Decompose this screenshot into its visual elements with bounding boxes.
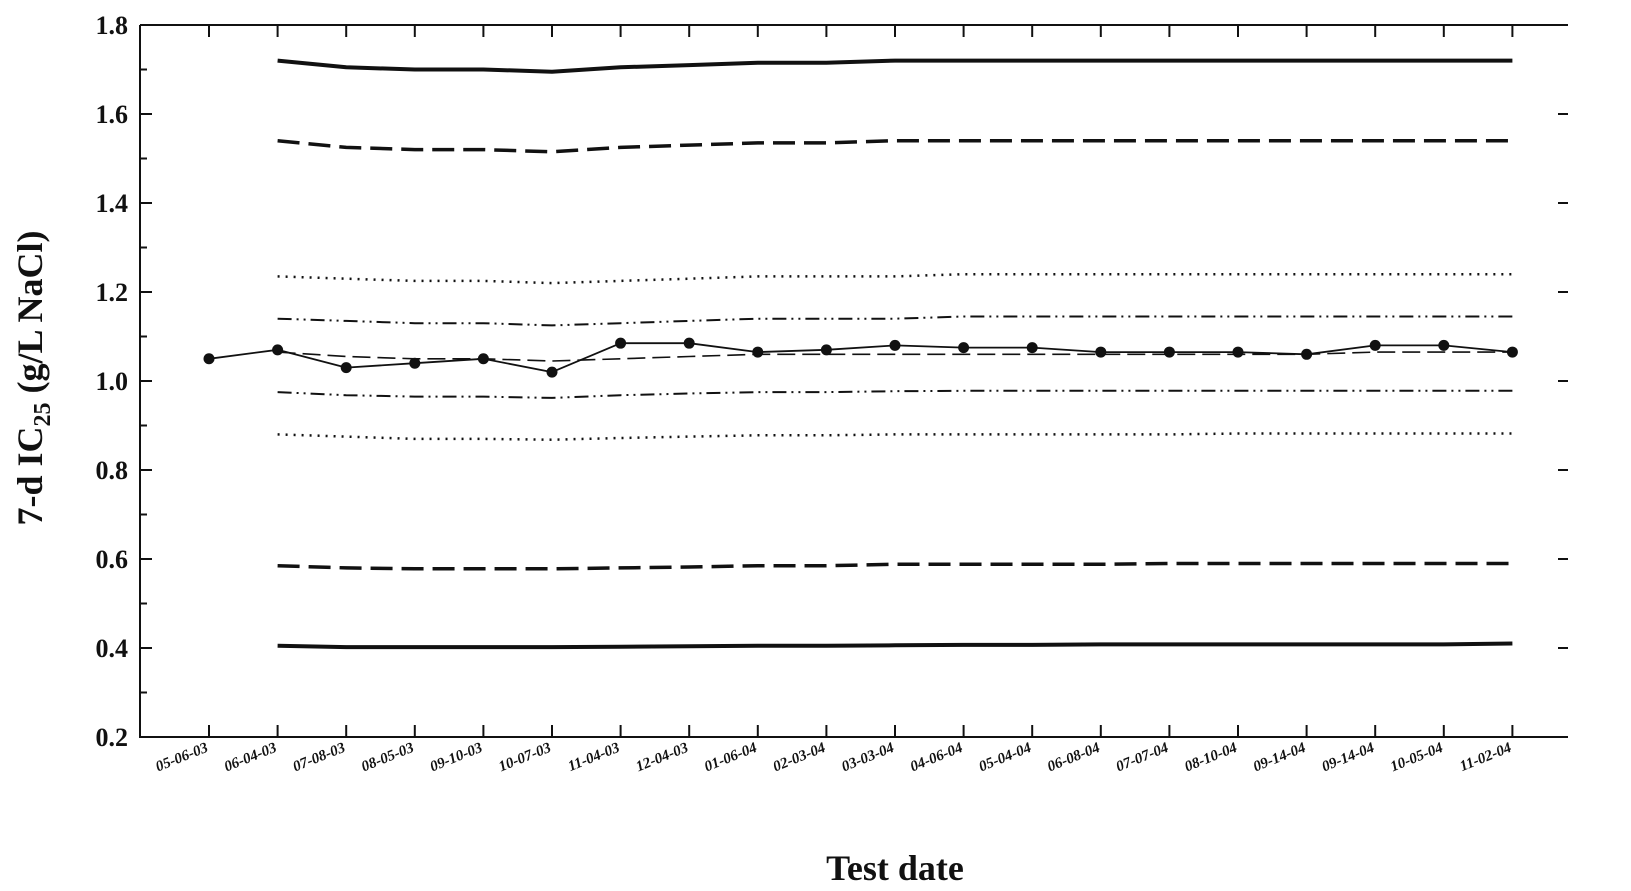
x-tick-label: 12-04-03	[634, 740, 691, 776]
y-axis-title-suffix: (g/L NaCl)	[10, 230, 50, 402]
axis-frame	[139, 25, 1568, 738]
series-line-5-thin-dash	[277, 351, 1513, 362]
data-point	[340, 362, 352, 374]
data-point	[752, 346, 764, 358]
x-tick-label: 10-05-04	[1388, 740, 1445, 776]
series-line-0-solid-markers	[208, 342, 1513, 373]
data-point	[615, 337, 627, 349]
y-axis-title-prefix: 7-d IC	[10, 426, 50, 525]
series-line-7-dotted	[277, 432, 1513, 441]
series-line-6-dash-dot-dot	[277, 389, 1513, 399]
x-tick-label: 08-05-03	[359, 740, 416, 776]
series-layer	[203, 58, 1518, 650]
series-line-3-dotted	[277, 272, 1513, 285]
x-tick-label: 11-02-04	[1458, 740, 1515, 775]
data-point	[958, 342, 970, 354]
series-line-4-dash-dot-dot	[277, 315, 1513, 327]
series-line-9-thick-solid	[277, 641, 1513, 650]
y-tick-label: 0.8	[96, 456, 129, 485]
data-point	[889, 339, 901, 351]
data-point	[1369, 339, 1381, 351]
x-tick-label: 07-08-03	[291, 740, 348, 776]
series-line-1-thick-solid	[277, 58, 1513, 74]
data-point	[1026, 342, 1038, 354]
x-tick-label: 02-03-04	[771, 740, 828, 776]
x-tick-label: 08-10-04	[1183, 740, 1240, 776]
x-tick-label: 06-08-04	[1045, 740, 1102, 776]
data-point	[272, 344, 284, 356]
x-tick-label: 01-06-04	[702, 740, 759, 776]
data-point	[683, 337, 695, 349]
x-tick-label: 06-04-03	[222, 740, 279, 776]
data-point	[1095, 346, 1107, 358]
data-point	[1438, 339, 1450, 351]
data-point	[203, 353, 215, 365]
data-point	[409, 357, 421, 369]
y-axis-title-subscript: 25	[30, 402, 56, 426]
y-tick-label: 1.4	[96, 189, 129, 218]
x-tick-label: 11-04-03	[566, 740, 623, 775]
data-point	[820, 344, 832, 356]
x-tick-label: 04-06-04	[908, 740, 965, 776]
series-line-8-thick-dash	[277, 561, 1513, 571]
y-tick-label: 1.2	[96, 278, 129, 307]
x-tick-label: 09-14-04	[1251, 740, 1308, 776]
y-tick-label: 1.8	[96, 11, 129, 40]
y-tick-label: 1.6	[96, 100, 129, 129]
x-tick-label: 10-07-03	[497, 740, 554, 776]
y-axis-title: 7-d IC25 (g/L NaCl)	[10, 230, 56, 525]
y-tick-label: 0.6	[96, 545, 129, 574]
y-tick-label: 1.0	[96, 367, 129, 396]
x-tick-label: 05-04-04	[977, 740, 1034, 776]
data-point	[1232, 346, 1244, 358]
data-point	[546, 366, 558, 378]
y-tick-label: 0.2	[96, 723, 129, 752]
x-tick-label: 05-06-03	[154, 740, 211, 776]
x-axis-title: Test date	[826, 848, 964, 888]
data-point	[1163, 346, 1175, 358]
x-tick-label: 07-07-04	[1114, 740, 1171, 776]
x-tick-label: 09-10-03	[428, 740, 485, 776]
x-tick-label: 09-14-04	[1320, 740, 1377, 776]
series-line-2-thick-dash	[277, 138, 1513, 154]
x-tick-label: 03-03-04	[840, 740, 897, 776]
y-tick-label: 0.4	[96, 634, 129, 663]
